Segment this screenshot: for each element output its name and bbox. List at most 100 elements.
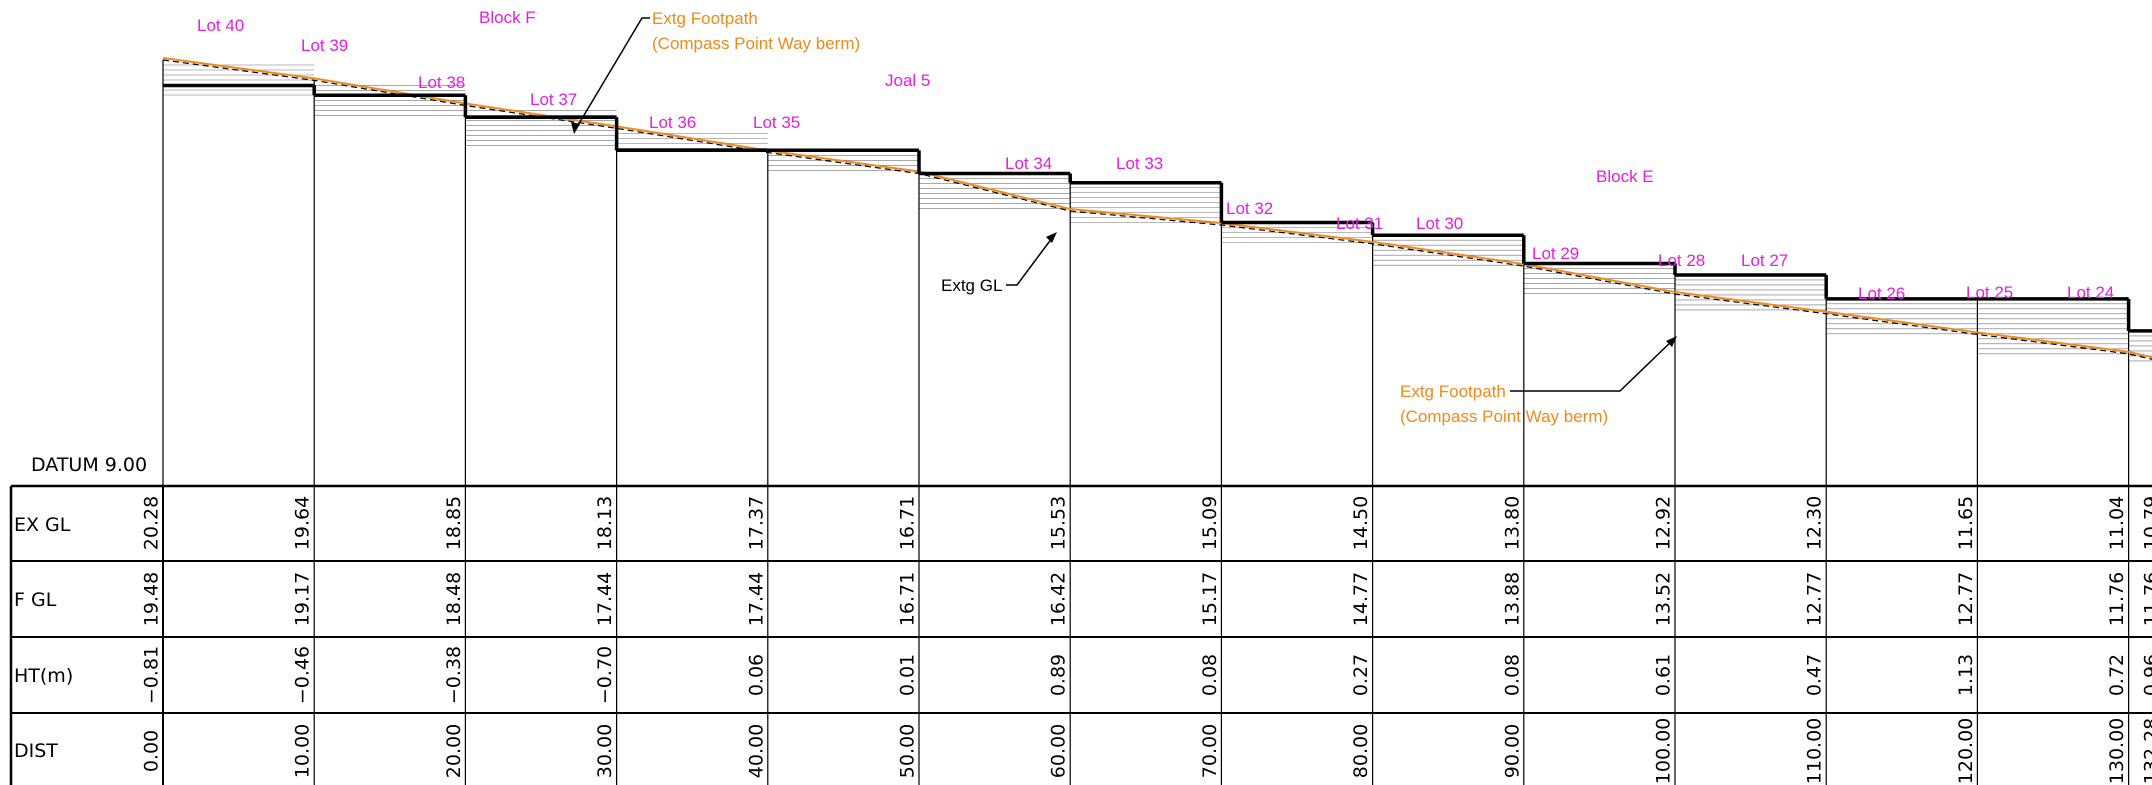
table-cell-value: 10.00 bbox=[292, 724, 314, 778]
datum-label: DATUM 9.00 bbox=[31, 454, 147, 476]
table-cell-value: 0.27 bbox=[1350, 654, 1372, 696]
table-cell-value: 0.72 bbox=[2106, 654, 2128, 696]
table-cell-value: 16.71 bbox=[897, 572, 919, 626]
table-cell-value: 18.13 bbox=[594, 496, 616, 550]
table-cell-value: 17.44 bbox=[594, 572, 616, 626]
table-cell-value: 132.28 bbox=[2141, 718, 2152, 784]
row-label-ex-gl: EX GL bbox=[14, 514, 71, 536]
table-cell-value: 0.06 bbox=[745, 654, 767, 696]
lot-label: Lot 37 bbox=[530, 90, 577, 109]
table-cell-value: 12.77 bbox=[1955, 572, 1977, 626]
table-cell-value: −0.38 bbox=[443, 646, 465, 704]
table-cell-value: 0.47 bbox=[1804, 654, 1826, 696]
table-cell-value: 11.04 bbox=[2106, 496, 2128, 550]
table-cell-value: 13.52 bbox=[1653, 572, 1675, 626]
table-cell-value: 100.00 bbox=[1653, 718, 1675, 784]
existing-footpath-line bbox=[162, 57, 2152, 359]
leader-line bbox=[1006, 233, 1056, 286]
arrow-head-icon bbox=[571, 122, 580, 134]
table-cell-value: 18.48 bbox=[443, 572, 465, 626]
table-cell-value: 0.00 bbox=[141, 730, 163, 772]
lot-label: Lot 34 bbox=[1005, 154, 1052, 173]
table-cell-value: 1.13 bbox=[1955, 654, 1977, 696]
lot-label: Lot 27 bbox=[1741, 251, 1788, 270]
data-table: EX GL F GL HT(m) DIST bbox=[9, 484, 2152, 785]
table-cell-value: 0.61 bbox=[1653, 654, 1675, 696]
extg-gl-note: Extg GL bbox=[941, 276, 1002, 295]
table-cell-value: 15.53 bbox=[1048, 496, 1070, 550]
table-cell-value: 14.77 bbox=[1350, 572, 1372, 626]
footpath-note-top-sub: (Compass Point Way berm) bbox=[652, 34, 860, 53]
existing-ground-line bbox=[162, 59, 2152, 360]
table-cell-value: 80.00 bbox=[1350, 724, 1372, 778]
table-cell-value: −0.46 bbox=[292, 646, 314, 704]
lot-label: Lot 40 bbox=[197, 16, 244, 35]
table-cell-value: 30.00 bbox=[594, 724, 616, 778]
table-cell-value: 0.01 bbox=[897, 654, 919, 696]
lot-label: Lot 25 bbox=[1966, 283, 2013, 302]
table-cell-value: 70.00 bbox=[1199, 724, 1221, 778]
table-cell-value: −0.81 bbox=[141, 646, 163, 704]
table-cell-value: 130.00 bbox=[2106, 718, 2128, 784]
table-cell-value: 17.44 bbox=[745, 572, 767, 626]
lot-label: Lot 28 bbox=[1658, 251, 1705, 270]
footpath-note-top: Extg Footpath bbox=[652, 9, 758, 28]
table-cell-value: 20.28 bbox=[141, 496, 163, 550]
row-label-ht: HT(m) bbox=[14, 665, 73, 687]
footpath-note-bottom: Extg Footpath bbox=[1400, 382, 1506, 401]
table-cell-value: 17.37 bbox=[745, 496, 767, 550]
lot-label: Lot 33 bbox=[1116, 154, 1163, 173]
table-cell-value: 18.85 bbox=[443, 496, 465, 550]
lot-label: Lot 38 bbox=[418, 73, 465, 92]
footpath-note-bottom-sub: (Compass Point Way berm) bbox=[1400, 407, 1608, 426]
table-cell-value: 110.00 bbox=[1804, 718, 1826, 784]
profile-section bbox=[162, 57, 2152, 486]
table-cell-value: 14.50 bbox=[1350, 496, 1372, 550]
lot-label: Lot 35 bbox=[753, 113, 800, 132]
block-label: Block F bbox=[479, 8, 536, 27]
lot-label: Lot 31 bbox=[1336, 214, 1383, 233]
table-cell-value: 12.77 bbox=[1804, 572, 1826, 626]
table-cell-value: 16.71 bbox=[897, 496, 919, 550]
table-cell-value: 90.00 bbox=[1501, 724, 1523, 778]
annotations: Extg Footpath (Compass Point Way berm) E… bbox=[571, 9, 1677, 426]
table-cell-value: 15.17 bbox=[1199, 572, 1221, 626]
table-cell-value: 0.08 bbox=[1199, 654, 1221, 696]
table-values: 20.28 19.48 −0.81 0.00 19.64 19.17 −0.46 10.00 1… bbox=[141, 486, 2152, 785]
table-cell-value: 19.17 bbox=[292, 572, 314, 626]
table-cell-value: 0.08 bbox=[1501, 654, 1523, 696]
row-label-f-gl: F GL bbox=[14, 589, 57, 611]
leader-line bbox=[573, 17, 650, 133]
row-label-dist: DIST bbox=[14, 740, 58, 762]
block-label: Block E bbox=[1596, 167, 1654, 186]
lot-label: Lot 30 bbox=[1416, 214, 1463, 233]
table-cell-value: 120.00 bbox=[1955, 718, 1977, 784]
table-cell-value: 12.30 bbox=[1804, 496, 1826, 550]
table-cell-value: 12.92 bbox=[1653, 496, 1675, 550]
leader-line bbox=[1510, 337, 1676, 392]
table-cell-value: 11.65 bbox=[1955, 496, 1977, 550]
lot-label: Joal 5 bbox=[885, 71, 930, 90]
lot-label: Lot 32 bbox=[1226, 199, 1273, 218]
lot-label: Lot 39 bbox=[301, 36, 348, 55]
lot-label: Lot 29 bbox=[1532, 244, 1579, 263]
table-cell-value: 10.79 bbox=[2141, 496, 2152, 550]
lot-label: Lot 24 bbox=[2067, 283, 2114, 302]
table-cell-value: 40.00 bbox=[745, 724, 767, 778]
table-cell-value: 16.42 bbox=[1048, 572, 1070, 626]
table-cell-value: 19.64 bbox=[292, 496, 314, 550]
table-cell-value: 11.76 bbox=[2106, 572, 2128, 626]
table-cell-value: 15.09 bbox=[1199, 496, 1221, 550]
lot-labels: Lot 40 Lot 39 Block F Lot 38 Lot 37 Lot … bbox=[197, 8, 2114, 303]
lot-label: Lot 36 bbox=[649, 113, 696, 132]
table-cell-value: 11.76 bbox=[2141, 572, 2152, 626]
table-cell-value: 0.89 bbox=[1048, 654, 1070, 696]
table-cell-value: 60.00 bbox=[1048, 724, 1070, 778]
table-cell-value: 50.00 bbox=[897, 724, 919, 778]
table-cell-value: 0.96 bbox=[2141, 654, 2152, 696]
table-cell-value: 20.00 bbox=[443, 724, 465, 778]
table-cell-value: −0.70 bbox=[594, 646, 616, 704]
arrow-head-icon bbox=[1046, 232, 1057, 243]
table-cell-value: 13.88 bbox=[1501, 572, 1523, 626]
